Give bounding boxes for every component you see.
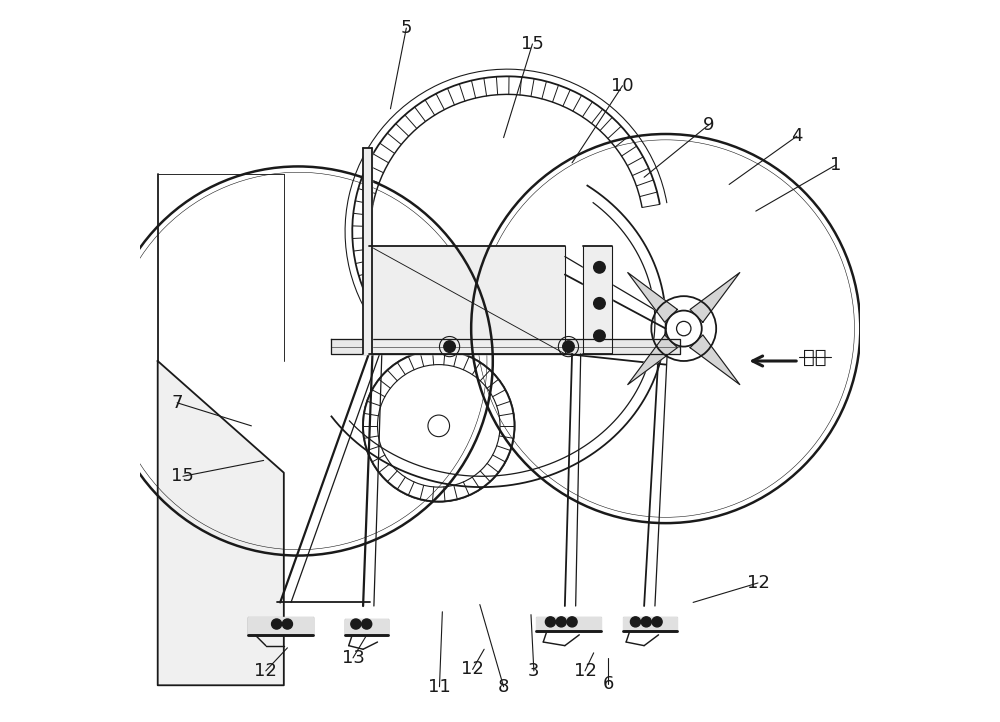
Circle shape — [444, 341, 455, 352]
Text: 3: 3 — [528, 662, 540, 680]
Circle shape — [362, 619, 372, 629]
Circle shape — [545, 617, 555, 627]
Circle shape — [272, 619, 282, 629]
Polygon shape — [623, 617, 677, 631]
Text: 12: 12 — [574, 662, 596, 680]
Polygon shape — [536, 617, 601, 631]
Text: 15: 15 — [171, 467, 194, 485]
Polygon shape — [628, 335, 677, 385]
Polygon shape — [158, 361, 284, 685]
Text: 9: 9 — [703, 116, 715, 134]
Circle shape — [563, 341, 574, 352]
Text: 12: 12 — [747, 574, 769, 592]
Polygon shape — [331, 339, 680, 354]
Text: 12: 12 — [254, 662, 277, 680]
Circle shape — [351, 619, 361, 629]
Text: 4: 4 — [791, 127, 803, 145]
Text: 11: 11 — [428, 678, 451, 696]
Text: 7: 7 — [171, 393, 183, 412]
Circle shape — [594, 261, 605, 273]
Text: 8: 8 — [498, 678, 509, 696]
Text: 13: 13 — [342, 649, 364, 667]
Polygon shape — [690, 272, 740, 322]
Polygon shape — [345, 619, 388, 635]
Polygon shape — [628, 272, 677, 322]
Polygon shape — [369, 245, 565, 354]
Text: 烟气: 烟气 — [803, 348, 826, 367]
Polygon shape — [583, 245, 612, 354]
Text: 15: 15 — [521, 35, 544, 53]
Circle shape — [567, 617, 577, 627]
Circle shape — [594, 330, 605, 342]
Circle shape — [630, 617, 641, 627]
Circle shape — [556, 617, 566, 627]
Text: 1: 1 — [830, 156, 841, 174]
Text: 6: 6 — [602, 675, 614, 693]
Text: 12: 12 — [461, 661, 484, 679]
Circle shape — [282, 619, 292, 629]
Circle shape — [594, 297, 605, 309]
Text: 5: 5 — [401, 19, 412, 37]
Circle shape — [641, 617, 651, 627]
Text: 10: 10 — [611, 77, 634, 95]
Polygon shape — [363, 149, 372, 354]
Polygon shape — [248, 617, 313, 635]
Polygon shape — [690, 335, 740, 385]
Circle shape — [652, 617, 662, 627]
